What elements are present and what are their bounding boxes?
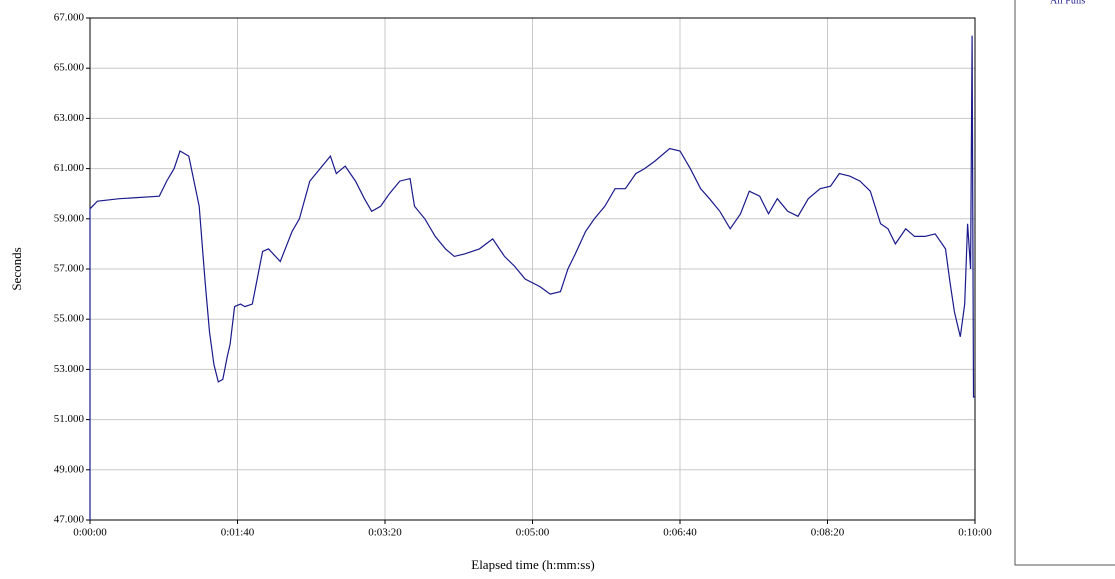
y-tick-label: 51.000	[54, 413, 85, 425]
y-axis-label: Seconds	[9, 247, 24, 290]
y-tick-label: 55.000	[54, 313, 85, 325]
y-tick-label: 61.000	[54, 162, 85, 174]
x-tick-label: 0:06:40	[663, 527, 697, 539]
y-tick-label: 57.000	[54, 263, 85, 275]
y-tick-label: 47.000	[54, 514, 85, 526]
legend-label: All Pulls	[1050, 0, 1085, 6]
y-tick-label: 65.000	[54, 62, 85, 74]
y-tick-label: 67.000	[54, 12, 85, 24]
y-tick-label: 49.000	[54, 463, 85, 475]
x-tick-label: 0:00:00	[73, 527, 107, 539]
y-tick-label: 53.000	[54, 363, 85, 375]
x-tick-label: 0:08:20	[811, 527, 845, 539]
y-tick-label: 63.000	[54, 112, 85, 124]
x-tick-label: 0:10:00	[958, 527, 992, 539]
y-tick-label: 59.000	[54, 212, 85, 224]
x-tick-label: 0:03:20	[368, 527, 402, 539]
data-line	[89, 35, 975, 520]
x-axis-label: Elapsed time (h:mm:ss)	[471, 557, 594, 572]
legend-box	[1014, 0, 1115, 566]
x-tick-label: 0:01:40	[221, 527, 255, 539]
x-tick-label: 0:05:00	[516, 527, 550, 539]
